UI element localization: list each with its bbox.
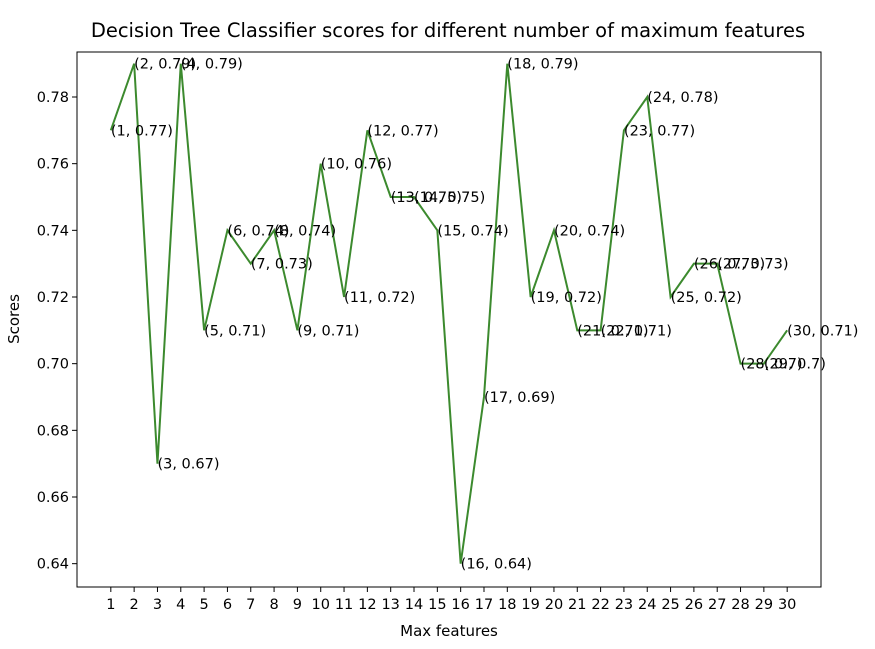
y-axis: 0.64 0.66 0.68 0.70 0.72 0.74 0.76 0.78 bbox=[37, 90, 77, 573]
point-label: (25, 0.72) bbox=[671, 290, 742, 306]
plot-area bbox=[76, 51, 822, 588]
x-tick-label: 30 bbox=[778, 597, 796, 613]
point-label: (10, 0.76) bbox=[321, 157, 392, 173]
series-line bbox=[109, 63, 788, 564]
point-label: (2, 0.79) bbox=[134, 57, 196, 73]
x-tick-label: 2 bbox=[130, 597, 139, 613]
point-label: (29, 0.7) bbox=[764, 357, 826, 373]
x-tick-label: 9 bbox=[293, 597, 302, 613]
point-label: (16, 0.64) bbox=[461, 557, 532, 573]
x-tick-label: 1 bbox=[106, 597, 115, 613]
y-tick-label: 0.64 bbox=[37, 557, 69, 573]
point-label: (27, 0.73) bbox=[717, 257, 788, 273]
x-tick-label: 23 bbox=[615, 597, 633, 613]
point-label: (7, 0.73) bbox=[251, 257, 313, 273]
y-axis-label: Scores bbox=[5, 294, 23, 344]
x-axis: 1 2 3 4 5 6 7 8 9 10 11 12 13 14 15 16 17 18 19 20 21 22 23 24 2… bbox=[106, 587, 796, 613]
point-label: (21, 0.71) bbox=[577, 323, 648, 339]
x-tick-label: 7 bbox=[246, 597, 255, 613]
y-tick-label: 0.74 bbox=[37, 223, 69, 239]
point-label: (6, 0.74) bbox=[227, 223, 289, 239]
x-tick-label: 17 bbox=[475, 597, 493, 613]
y-tick-label: 0.66 bbox=[37, 490, 69, 506]
point-label: (30, 0.71) bbox=[787, 323, 858, 339]
point-label: (4, 0.79) bbox=[181, 57, 243, 73]
x-axis-label: Max features bbox=[400, 622, 498, 640]
point-label: (5, 0.71) bbox=[204, 323, 266, 339]
x-tick-label: 19 bbox=[521, 597, 539, 613]
point-label: (22, 0.71) bbox=[601, 323, 672, 339]
x-tick-label: 21 bbox=[568, 597, 586, 613]
x-tick-label: 8 bbox=[269, 597, 278, 613]
x-tick-label: 10 bbox=[311, 597, 329, 613]
y-tick-label: 0.70 bbox=[37, 357, 69, 373]
point-label: (18, 0.79) bbox=[507, 57, 578, 73]
y-tick-label: 0.68 bbox=[37, 423, 69, 439]
x-tick-label: 24 bbox=[638, 597, 656, 613]
x-tick-label: 15 bbox=[428, 597, 446, 613]
point-label: (23, 0.77) bbox=[624, 123, 695, 139]
point-label: (1, 0.77) bbox=[111, 123, 173, 139]
x-tick-label: 18 bbox=[498, 597, 516, 613]
point-label: (24, 0.78) bbox=[647, 90, 718, 106]
point-label: (8, 0.74) bbox=[274, 223, 336, 239]
point-label: (3, 0.67) bbox=[157, 457, 219, 473]
point-label: (13, 0.75) bbox=[391, 190, 462, 206]
point-label: (14, 0.75) bbox=[414, 190, 485, 206]
x-tick-label: 28 bbox=[731, 597, 749, 613]
x-tick-label: 5 bbox=[199, 597, 208, 613]
y-tick-label: 0.72 bbox=[37, 290, 69, 306]
point-label: (9, 0.71) bbox=[297, 323, 359, 339]
x-tick-label: 22 bbox=[591, 597, 609, 613]
x-tick-label: 4 bbox=[176, 597, 185, 613]
x-tick-label: 13 bbox=[381, 597, 399, 613]
x-tick-label: 12 bbox=[358, 597, 376, 613]
x-tick-label: 29 bbox=[755, 597, 773, 613]
point-labels: (1, 0.77) (2, 0.79) (3, 0.67) (4, 0.79) (5, … bbox=[111, 57, 859, 573]
x-tick-label: 27 bbox=[708, 597, 726, 613]
point-label: (26, 0.73) bbox=[694, 257, 765, 273]
point-label: (28, 0.7) bbox=[741, 357, 803, 373]
x-tick-label: 14 bbox=[405, 597, 423, 613]
point-label: (11, 0.72) bbox=[344, 290, 415, 306]
y-tick-label: 0.76 bbox=[37, 157, 69, 173]
y-tick-label: 0.78 bbox=[37, 90, 69, 106]
point-label: (12, 0.77) bbox=[367, 123, 438, 139]
point-label: (19, 0.72) bbox=[531, 290, 602, 306]
x-tick-label: 6 bbox=[223, 597, 232, 613]
x-tick-label: 20 bbox=[545, 597, 563, 613]
point-label: (15, 0.74) bbox=[437, 223, 508, 239]
x-tick-label: 26 bbox=[685, 597, 703, 613]
x-tick-label: 25 bbox=[661, 597, 679, 613]
x-tick-label: 3 bbox=[153, 597, 162, 613]
point-label: (20, 0.74) bbox=[554, 223, 625, 239]
chart-title: Decision Tree Classifier scores for diff… bbox=[91, 19, 805, 42]
point-label: (17, 0.69) bbox=[484, 390, 555, 406]
x-tick-label: 16 bbox=[451, 597, 469, 613]
x-tick-label: 11 bbox=[335, 597, 353, 613]
